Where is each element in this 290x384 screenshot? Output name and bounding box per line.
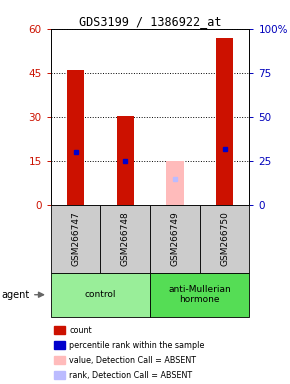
- Text: percentile rank within the sample: percentile rank within the sample: [69, 341, 204, 350]
- Text: rank, Detection Call = ABSENT: rank, Detection Call = ABSENT: [69, 371, 192, 379]
- Text: GSM266749: GSM266749: [171, 212, 180, 266]
- Title: GDS3199 / 1386922_at: GDS3199 / 1386922_at: [79, 15, 221, 28]
- Text: GSM266747: GSM266747: [71, 212, 80, 266]
- Bar: [166, 161, 184, 205]
- Text: agent: agent: [1, 290, 30, 300]
- Text: GSM266750: GSM266750: [220, 212, 229, 266]
- Text: value, Detection Call = ABSENT: value, Detection Call = ABSENT: [69, 356, 196, 364]
- Text: control: control: [85, 290, 116, 299]
- Bar: [216, 38, 233, 205]
- Text: count: count: [69, 326, 92, 335]
- Bar: [117, 116, 134, 205]
- Text: anti-Mullerian
hormone: anti-Mullerian hormone: [168, 285, 231, 305]
- Bar: [67, 70, 84, 205]
- Text: GSM266748: GSM266748: [121, 212, 130, 266]
